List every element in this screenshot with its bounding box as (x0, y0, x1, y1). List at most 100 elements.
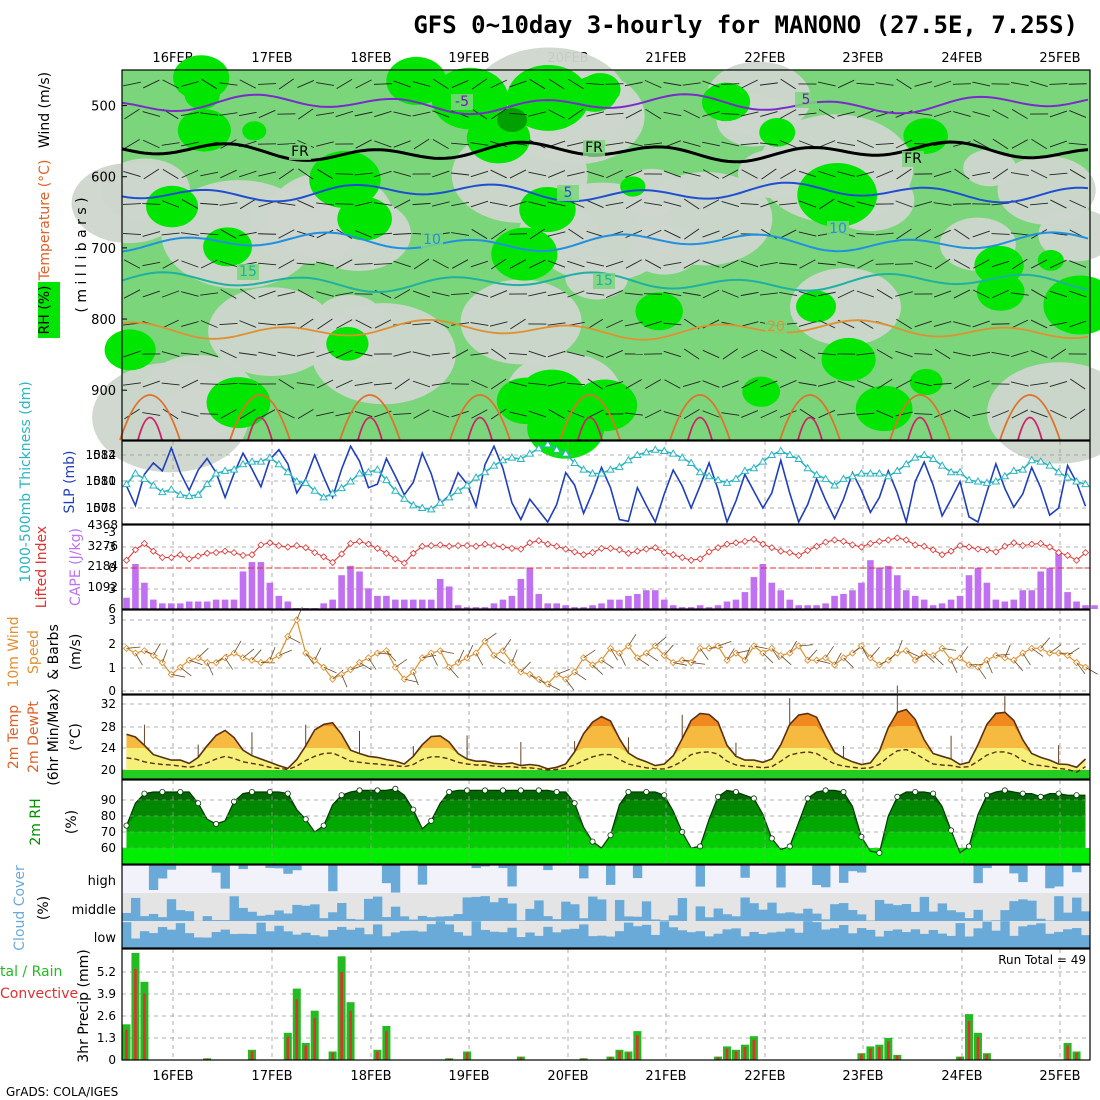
wind-barb (702, 380, 720, 388)
wind-barb (238, 111, 257, 117)
wind-barb (856, 380, 874, 388)
wind-barb (297, 318, 314, 330)
wind10-barb (161, 649, 168, 663)
wind-barb (818, 409, 836, 419)
cloud-cover-bar (632, 926, 643, 948)
wind-barb (412, 202, 431, 206)
contour-label-bg (583, 140, 605, 156)
rh2-point (553, 789, 560, 796)
lifted-index-point (122, 556, 131, 564)
rh-fill-dry (789, 268, 901, 346)
thickness-point (319, 492, 329, 501)
wind-barb (702, 289, 720, 299)
wind-barb (683, 198, 700, 210)
cape-bar (221, 599, 229, 609)
precip-panel-frame (121, 948, 1091, 1061)
wind-barb (142, 261, 161, 267)
contour-label-bg (827, 221, 849, 237)
wind-barb (528, 171, 547, 177)
wind-barb (973, 259, 990, 269)
bottom-date-axis: 16FEB 17FEB 18FEB 19FEB 20FEB 21FEB 22FEB 23FEB… (152, 1069, 1080, 1084)
wind-barb (953, 111, 971, 117)
contour-label-bg (557, 185, 579, 201)
lifted-index-point (992, 548, 1000, 556)
wind-barb (895, 291, 913, 297)
wind-barb (413, 138, 430, 150)
lifted-index-point (1081, 549, 1090, 557)
precip-convective-bar (125, 1029, 128, 1060)
wind-barb (143, 79, 160, 89)
wind-barb (1068, 142, 1087, 146)
wind-barb (509, 200, 527, 208)
precip-convective-bar (376, 1051, 379, 1060)
cloud-cover-bar (901, 932, 912, 948)
wind-barb (798, 291, 817, 297)
cape-bar (867, 560, 874, 609)
rh-legend-swatch (38, 282, 60, 338)
wind-barb (451, 259, 469, 269)
thickness-point (839, 474, 848, 482)
cloud-cover-bar (812, 913, 822, 921)
wind-barb (721, 141, 740, 147)
rh2-point (464, 787, 471, 794)
wind-barb (837, 79, 855, 89)
wind-barb (431, 291, 450, 297)
wind-barb (663, 261, 682, 267)
cloud-cover-bar (552, 932, 562, 948)
lifted-index-point (696, 555, 704, 563)
wind-barb (335, 203, 354, 205)
cloud-cover-bar (166, 865, 177, 870)
wind-barb (953, 409, 971, 419)
lifted-index-point (732, 539, 740, 547)
precip-convective-bar (878, 1046, 881, 1060)
wind10-barb (682, 659, 697, 662)
rh2-point (643, 789, 650, 796)
cape-bar (185, 601, 193, 609)
wind-barb (548, 170, 566, 178)
wind10-barb (430, 652, 438, 666)
wind-barb (606, 169, 623, 179)
ylabel-cloud-unit: (%) (36, 896, 52, 920)
rh2-point (840, 789, 847, 796)
wind-barb (200, 171, 219, 177)
wind10-barb (1013, 659, 1024, 672)
cloud-cover-bar (139, 931, 150, 948)
cloud-cover-bar (1018, 865, 1028, 883)
lifted-index-point (212, 549, 220, 557)
wind-barb (896, 168, 912, 180)
wind-barb (200, 259, 218, 269)
thickness-point (202, 479, 212, 488)
thickness-point (857, 469, 866, 477)
wind10-barb (735, 649, 750, 654)
contour-label-bg (451, 94, 473, 110)
rh2-point (177, 789, 184, 796)
wind-barb (335, 110, 354, 118)
wind-barb (721, 113, 740, 115)
lifted-index-point (848, 541, 857, 549)
wind-barb (181, 260, 199, 268)
date-label-bottom: 23FEB (842, 1069, 883, 1084)
cloud-cover-bar (561, 929, 571, 948)
cape-bar (992, 599, 1000, 609)
lifted-index-point (167, 553, 175, 562)
wind-barb (490, 169, 507, 179)
wind-barb (143, 168, 160, 180)
cape-bar (365, 588, 372, 609)
lifted-index-point (660, 549, 668, 557)
lifted-index-point (759, 540, 767, 548)
lifted-index-point (221, 547, 229, 555)
wind-barb (1010, 381, 1029, 387)
wind10-barb (977, 667, 987, 680)
cloud-cover-bar (758, 909, 768, 921)
cloud-cover-bar (355, 919, 365, 921)
rh-fill-moist (337, 196, 392, 241)
contour-label: FR (902, 151, 924, 167)
rh2-point (302, 816, 309, 823)
lifted-index-point (158, 553, 166, 562)
cloud-cover-bar (534, 900, 544, 921)
cloud-cover-bar (238, 865, 248, 870)
rh-fill-moist (635, 292, 683, 331)
wind10-barb (932, 655, 944, 666)
wind-barb (374, 170, 392, 178)
cloud-cover-bar (606, 936, 616, 948)
